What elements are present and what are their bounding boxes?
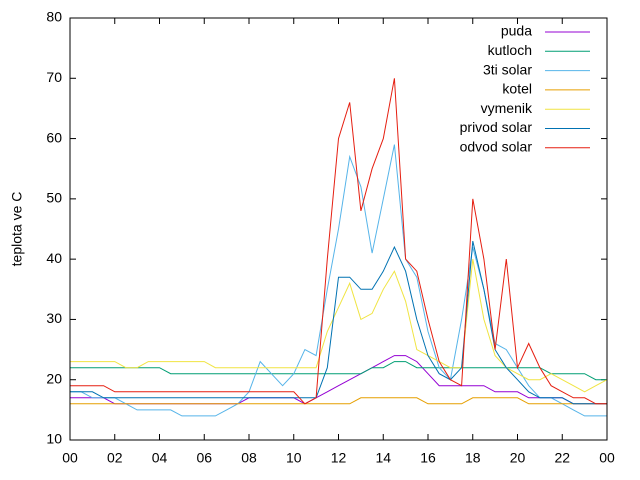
legend-label: 3ti solar [483, 61, 532, 77]
y-tick-label: 40 [46, 250, 62, 266]
series-line [70, 240, 607, 405]
y-tick-label: 20 [46, 370, 62, 386]
y-tick-label: 50 [46, 190, 62, 206]
x-tick-label: 00 [599, 450, 615, 466]
x-tick-label: 04 [152, 450, 168, 466]
legend-label: vymenik [481, 100, 533, 116]
series-line [70, 355, 607, 405]
y-axis-label: teplota ve C [9, 192, 25, 267]
series-line [70, 259, 608, 393]
plot-frame [69, 17, 608, 441]
y-tick-label: 80 [46, 9, 62, 25]
series-line [70, 361, 607, 381]
legend-label: kutloch [488, 42, 532, 58]
legend-label: kotel [502, 81, 532, 97]
x-tick-label: 06 [196, 450, 212, 466]
series-line [70, 78, 607, 405]
y-tick-label: 60 [46, 129, 62, 145]
y-tick-label: 70 [46, 69, 62, 85]
series-line [70, 397, 607, 405]
x-tick-label: 16 [420, 450, 436, 466]
legend-label: odvod solar [460, 139, 533, 155]
x-tick-label: 08 [241, 450, 257, 466]
x-tick-label: 18 [465, 450, 481, 466]
x-tick-label: 20 [510, 450, 526, 466]
x-tick-label: 00 [62, 450, 78, 466]
x-tick-label: 14 [375, 450, 391, 466]
legend-label: privod solar [460, 119, 533, 135]
legend-label: puda [501, 23, 532, 39]
x-tick-label: 10 [286, 450, 302, 466]
y-tick-label: 10 [46, 431, 62, 447]
y-tick-label: 30 [46, 310, 62, 326]
x-tick-label: 02 [107, 450, 123, 466]
x-tick-label: 22 [554, 450, 570, 466]
x-tick-label: 12 [331, 450, 347, 466]
